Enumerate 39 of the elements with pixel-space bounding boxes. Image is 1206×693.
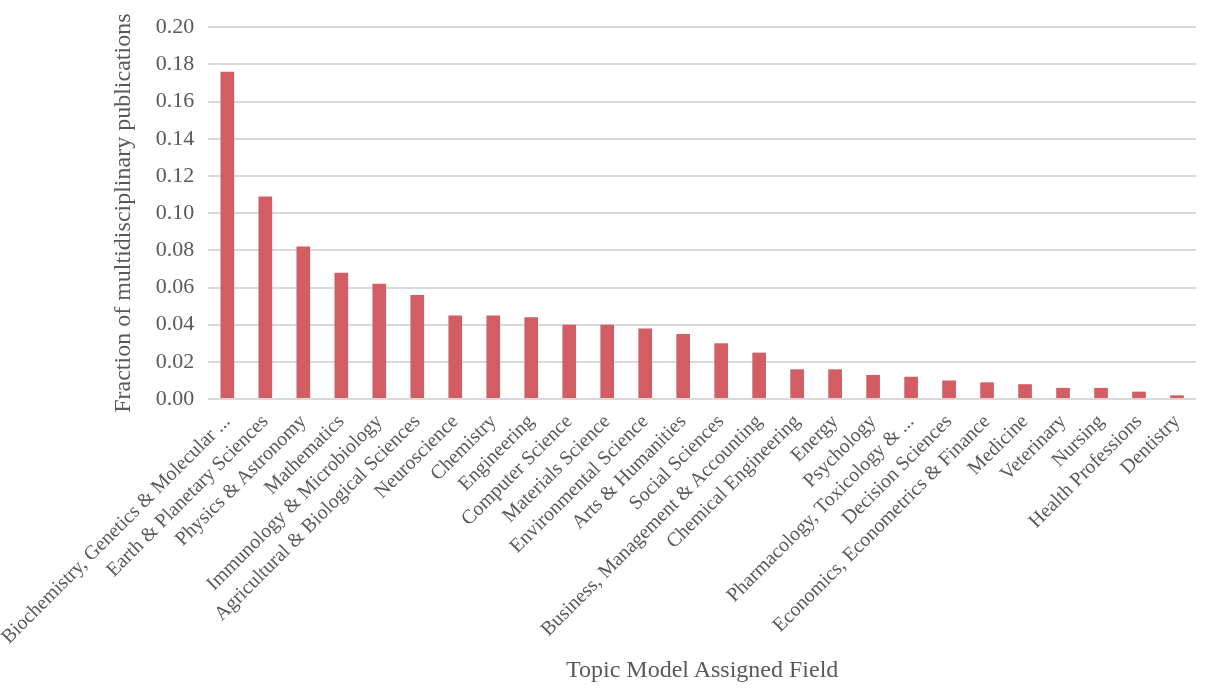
y-tick-label: 0.10 [155, 198, 195, 224]
bar [486, 315, 501, 399]
bar [790, 369, 804, 399]
bar [220, 71, 235, 399]
bar [676, 333, 691, 399]
y-tick-label: 0.18 [155, 50, 195, 76]
bar [562, 324, 577, 399]
y-tick-label: 0.04 [155, 310, 195, 336]
y-tick-label: 0.00 [155, 384, 195, 410]
y-tick-label: 0.12 [155, 161, 195, 187]
bar [904, 376, 918, 399]
bar [524, 317, 539, 399]
y-tick-label: 0.02 [155, 347, 195, 373]
bar [600, 324, 615, 399]
bar [638, 328, 653, 399]
y-tick-label: 0.08 [155, 236, 195, 262]
y-tick-label: 0.14 [155, 124, 195, 150]
bar [752, 352, 766, 399]
bar [866, 374, 880, 399]
bar [1056, 387, 1070, 399]
bar [258, 196, 273, 399]
bar [448, 315, 463, 399]
bar [942, 380, 956, 399]
bar [410, 294, 425, 399]
bar [980, 382, 994, 399]
y-tick-label: 0.20 [155, 12, 195, 38]
bar [334, 272, 349, 399]
y-axis-title: Fraction of multidisciplinary publications [108, 13, 135, 413]
bar [1094, 387, 1108, 399]
bar [1018, 384, 1032, 399]
y-tick-label: 0.16 [155, 87, 195, 113]
bar [1170, 395, 1184, 399]
x-axis-title: Topic Model Assigned Field [566, 655, 839, 682]
bar [828, 369, 842, 399]
bar [296, 246, 311, 399]
y-tick-label: 0.06 [155, 273, 195, 299]
bar [714, 343, 728, 399]
bar [1132, 391, 1146, 399]
bar [372, 283, 387, 399]
